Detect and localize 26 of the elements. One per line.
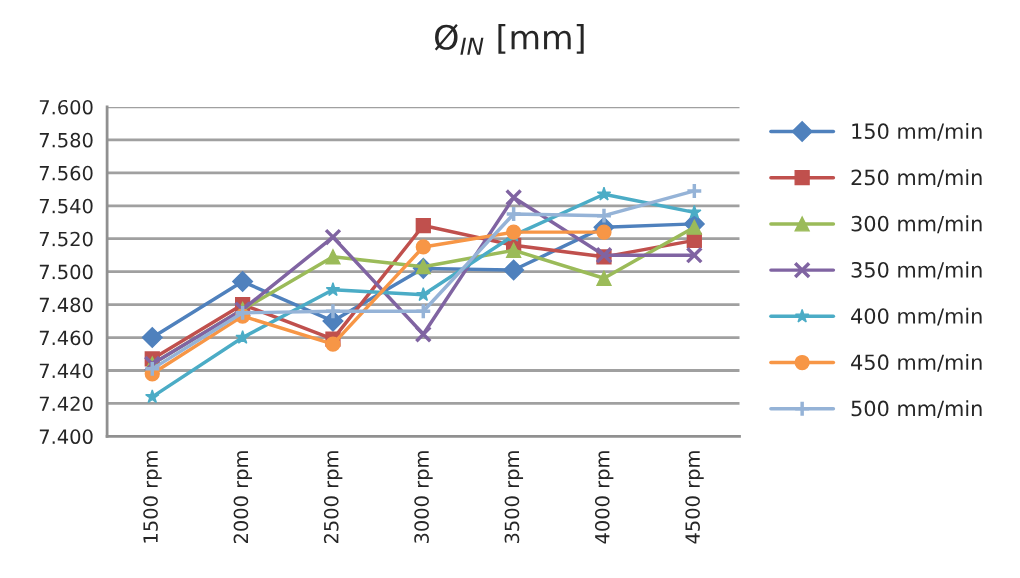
legend-label: 250 mm/min xyxy=(851,169,982,187)
chart-title: Ø$_{IN}$ [mm] xyxy=(434,23,584,55)
legend-label: 300 mm/min xyxy=(851,215,982,234)
legend-label: 350 mm/min xyxy=(851,261,982,280)
legend-label: 500 mm/min xyxy=(851,400,982,418)
y-tick-label: 7.440 xyxy=(39,363,93,379)
x-tick-label: 4500 rpm xyxy=(685,451,704,544)
x-tick-label: 3500 rpm xyxy=(504,451,524,544)
x-tick-label: 4000 rpm xyxy=(594,451,614,544)
legend-label: 150 mm/min xyxy=(852,122,982,141)
y-tick-label: 7.500 xyxy=(39,264,93,280)
legend-label: 450 mm/min xyxy=(851,353,982,372)
y-tick-label: 7.420 xyxy=(39,396,93,412)
y-tick-label: 7.580 xyxy=(39,132,93,148)
x-tick-label: 2000 rpm xyxy=(233,451,253,544)
x-tick-label: 2500 rpm xyxy=(323,451,343,544)
y-tick-label: 7.400 xyxy=(39,429,93,445)
y-tick-label: 7.540 xyxy=(39,198,93,214)
y-tick-label: 7.520 xyxy=(39,231,93,247)
legend-label: 400 mm/min xyxy=(851,307,982,326)
y-tick-label: 7.560 xyxy=(39,165,93,181)
y-tick-label: 7.600 xyxy=(39,99,93,115)
x-tick-label: 1500 rpm xyxy=(143,451,162,543)
x-tick-label: 3000 rpm xyxy=(414,451,433,544)
y-tick-label: 7.460 xyxy=(39,330,93,346)
y-tick-label: 7.480 xyxy=(39,297,93,313)
